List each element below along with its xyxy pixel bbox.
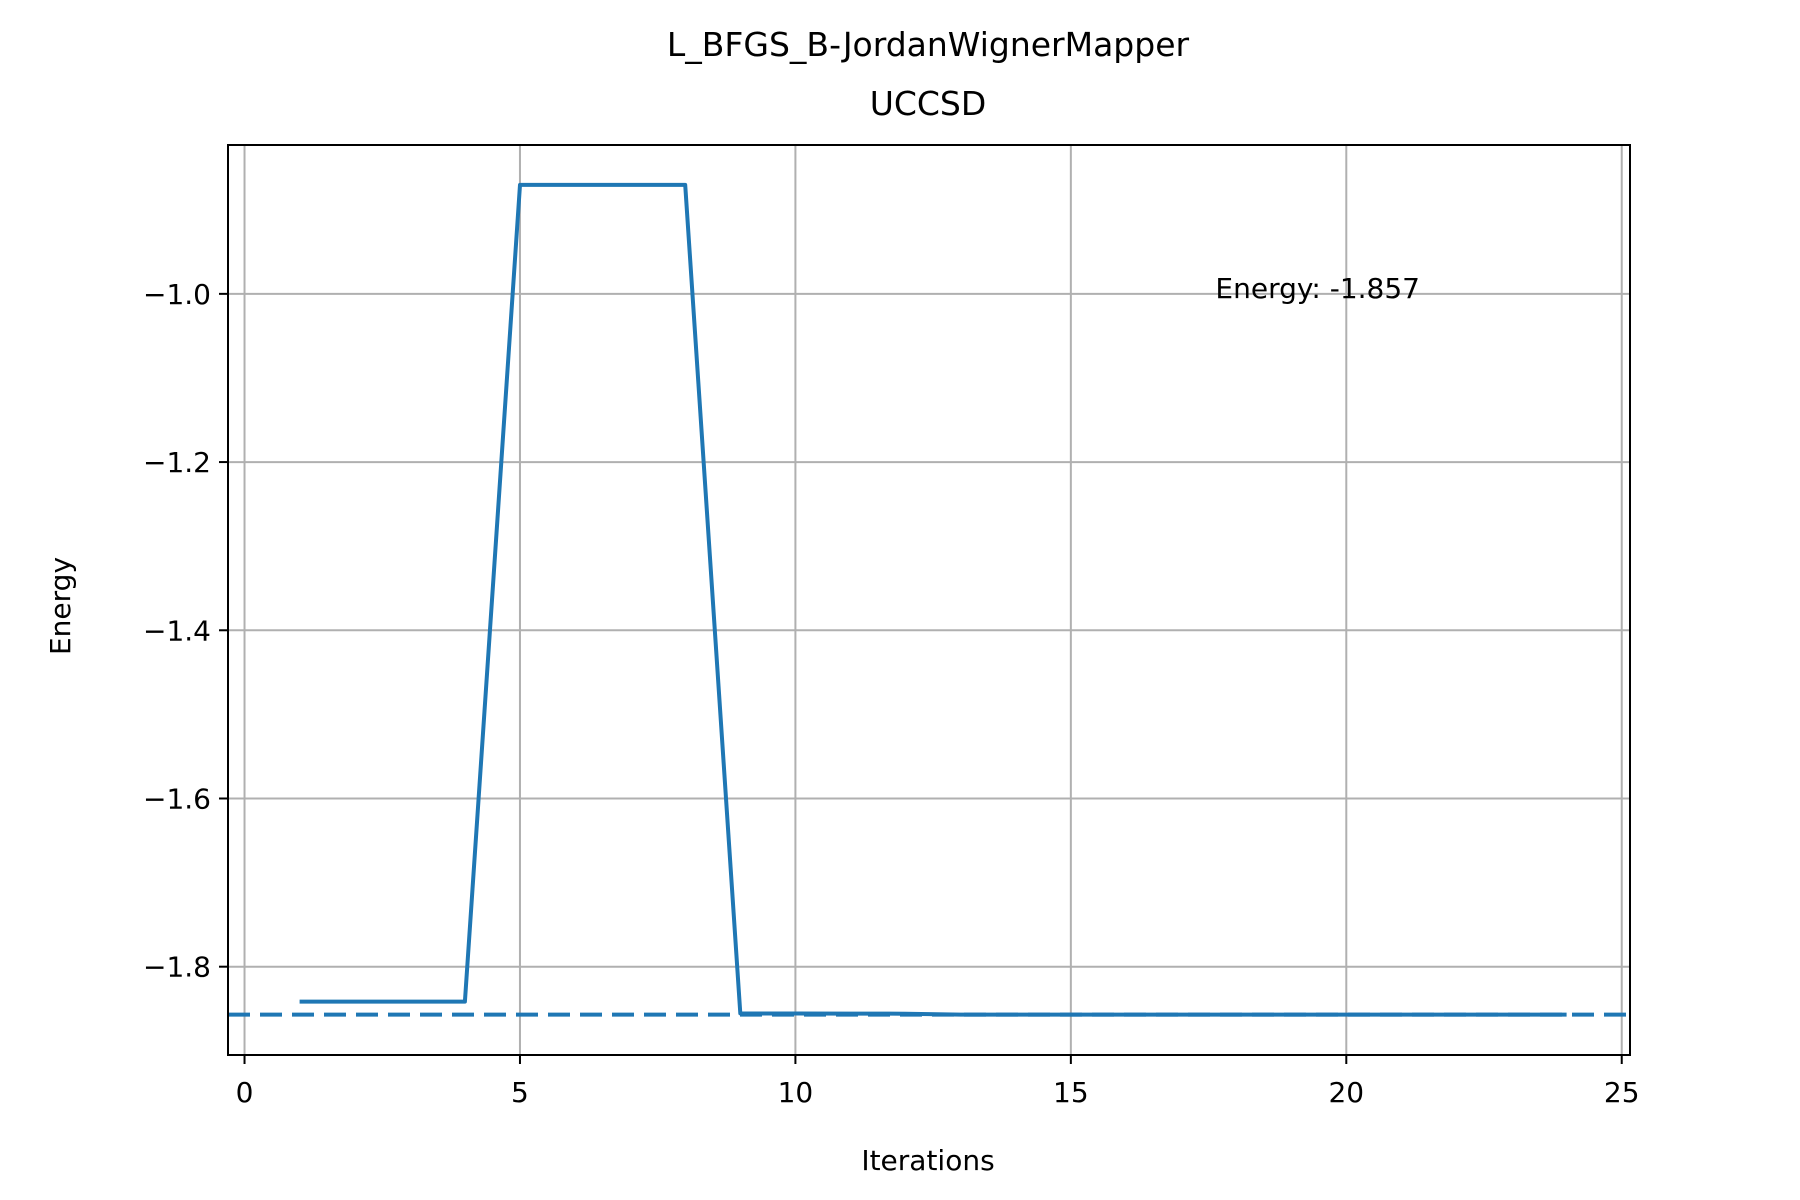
chart-title: L_BFGS_B-JordanWignerMapper: [667, 25, 1190, 64]
y-tick-label: −1.2: [143, 446, 211, 479]
y-axis-label: Energy: [44, 557, 77, 655]
y-tick-label: −1.0: [143, 278, 211, 311]
x-tick-label: 5: [511, 1076, 529, 1109]
x-tick-label: 25: [1604, 1076, 1640, 1109]
y-tick-label: −1.4: [143, 614, 211, 647]
series-group: [299, 182, 1567, 1017]
energy-series-line: [299, 182, 1567, 1017]
x-tick-label: 15: [1053, 1076, 1089, 1109]
plot-frame: [227, 144, 1631, 1056]
grid: [228, 145, 1630, 1055]
x-tick-label: 20: [1328, 1076, 1364, 1109]
x-tick-label: 10: [778, 1076, 814, 1109]
energy-annotation: Energy: -1.857: [1215, 272, 1420, 305]
x-axis-label: Iterations: [861, 1144, 994, 1177]
y-axis: −1.8 −1.6 −1.4 −1.2 −1.0: [143, 278, 228, 984]
y-tick-label: −1.8: [143, 951, 211, 984]
x-tick-label: 0: [236, 1076, 254, 1109]
x-axis: 0 5 10 15 20 25: [236, 1055, 1640, 1109]
chart-subtitle: UCCSD: [870, 84, 987, 123]
y-tick-label: −1.6: [143, 782, 211, 815]
